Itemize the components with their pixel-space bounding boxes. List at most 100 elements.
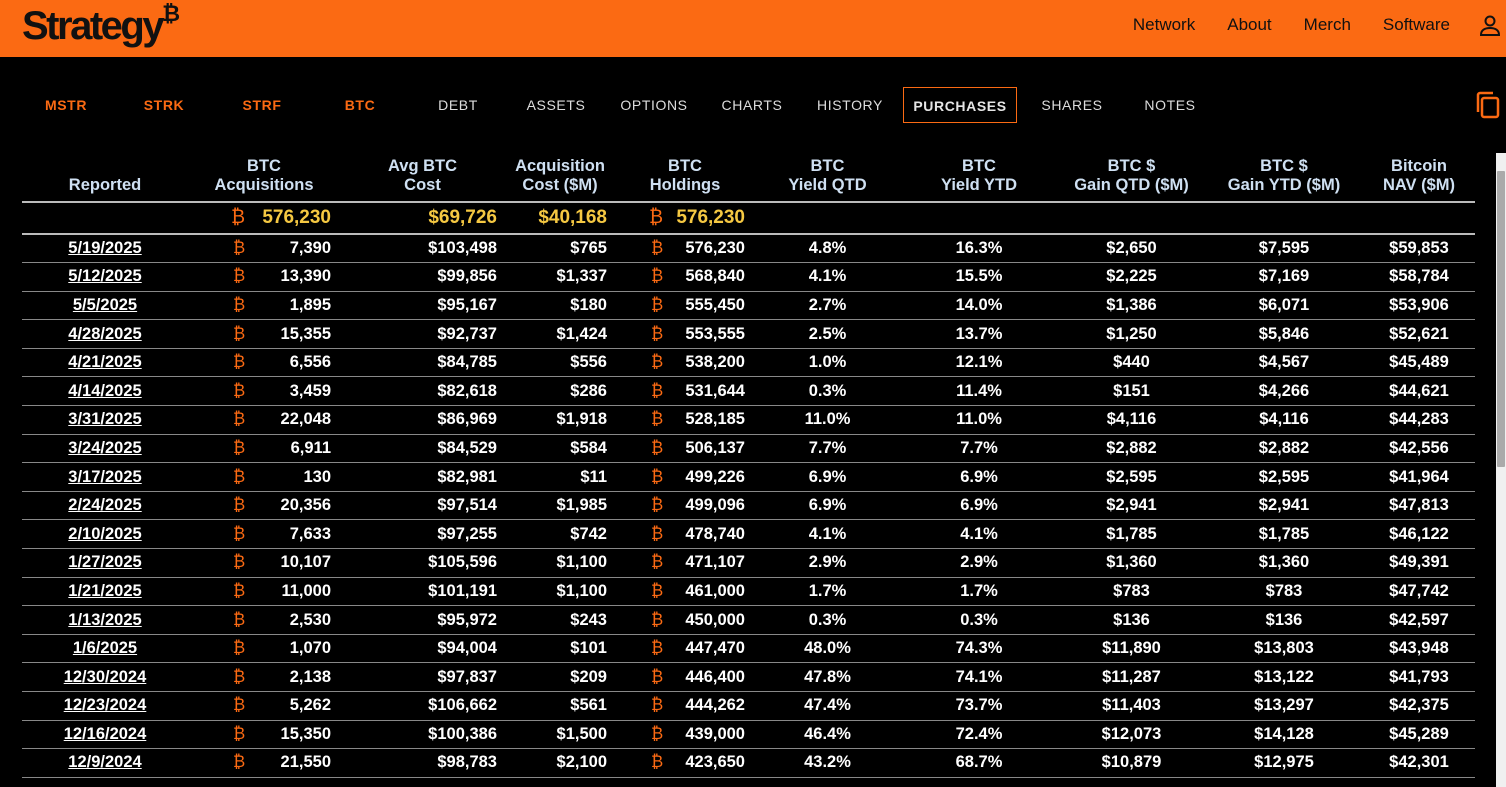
cell: 4.1% <box>755 519 900 550</box>
cell: $1,785 <box>1058 519 1205 550</box>
date-link[interactable]: 12/16/2024 <box>63 724 147 743</box>
cell: 1.0% <box>755 348 900 378</box>
nav: Network About Merch Software <box>1133 15 1450 35</box>
cell: $783 <box>1205 577 1363 607</box>
cell: 5/5/2025 <box>22 291 188 321</box>
cell: $1,785 <box>1205 519 1363 550</box>
cell: $7,169 <box>1205 262 1363 292</box>
btc-amount: ₿ 576,230 <box>615 239 755 258</box>
cell: ₿ 506,137 <box>615 434 755 464</box>
nav-link[interactable]: Merch <box>1303 15 1351 34</box>
scrollbar[interactable] <box>1496 153 1506 787</box>
header-line: Bitcoin <box>1391 157 1447 175</box>
btc-symbol: ₿ <box>651 553 664 572</box>
amount: 7,390 <box>289 239 331 258</box>
copy-icon[interactable] <box>1475 91 1501 119</box>
amount: 444,262 <box>685 696 745 715</box>
cell: 1.7% <box>755 577 900 607</box>
cell: $1,360 <box>1205 548 1363 578</box>
date-link[interactable]: 12/30/2024 <box>63 667 147 686</box>
data-row: 5/19/2025 ₿ 7,390 $103,498 $765 ₿ 576,230 4.8% 1… <box>22 234 1475 264</box>
scroll-thumb[interactable] <box>1497 171 1505 467</box>
amount: 130 <box>303 467 331 486</box>
tab[interactable]: STRF <box>242 97 282 113</box>
date-link[interactable]: 4/28/2025 <box>68 324 142 343</box>
tab[interactable]: CHARTS <box>721 97 783 113</box>
cell: $2,595 <box>1058 462 1205 492</box>
amount: 1,070 <box>289 639 331 658</box>
logo-text: Strategy <box>22 4 165 48</box>
tab[interactable]: OPTIONS <box>620 97 688 113</box>
cell: 73.7% <box>900 691 1058 721</box>
date-link[interactable]: 5/19/2025 <box>68 239 142 258</box>
header-line: Cost ($M) <box>522 176 598 194</box>
btc-amount: ₿ 439,000 <box>615 725 755 744</box>
cell: $2,882 <box>1058 434 1205 464</box>
cell: ₿ 499,226 <box>615 462 755 492</box>
btc-amount: ₿ 21,550 <box>188 753 340 772</box>
btc-amount: ₿ 576,230 <box>615 207 755 229</box>
cell: $44,621 <box>1363 376 1475 407</box>
cell: $561 <box>505 691 615 721</box>
cell: 0.3% <box>755 376 900 407</box>
cell: $4,116 <box>1205 405 1363 435</box>
column-header: Bitcoin NAV ($M) <box>1363 155 1475 203</box>
tab[interactable]: SHARES <box>1041 97 1103 113</box>
btc-symbol: ₿ <box>651 467 664 486</box>
tab[interactable]: NOTES <box>1144 97 1196 113</box>
date-link[interactable]: 1/27/2025 <box>68 553 142 572</box>
cell: 1/27/2025 <box>22 548 188 578</box>
cell: 6.9% <box>900 491 1058 521</box>
cell: $4,116 <box>1058 405 1205 435</box>
date-link[interactable]: 1/21/2025 <box>68 581 142 600</box>
amount: 576,230 <box>676 207 745 228</box>
btc-amount: ₿ 447,470 <box>615 639 755 658</box>
date-link[interactable]: 2/24/2025 <box>68 496 142 515</box>
amount: 11,000 <box>281 581 331 600</box>
cell: 4/28/2025 <box>22 319 188 349</box>
tab[interactable]: HISTORY <box>817 97 883 113</box>
tab[interactable]: ASSETS <box>526 97 586 113</box>
cell: $41,964 <box>1363 462 1475 492</box>
cell: ₿ 423,650 <box>615 748 755 778</box>
tab[interactable]: DEBT <box>438 97 478 113</box>
tab[interactable]: BTC <box>344 97 376 113</box>
cell: $7,595 <box>1205 234 1363 264</box>
date-link[interactable]: 12/23/2024 <box>63 696 147 715</box>
cell: $97,514 <box>340 491 505 521</box>
date-link[interactable]: 1/6/2025 <box>72 639 138 658</box>
cell: 5/12/2025 <box>22 262 188 292</box>
amount: 13,390 <box>280 267 331 286</box>
nav-link[interactable]: Software <box>1382 15 1450 34</box>
date-link[interactable]: 12/9/2024 <box>68 753 142 772</box>
cell: $2,100 <box>505 748 615 778</box>
date-link[interactable]: 5/5/2025 <box>72 295 138 314</box>
date-link[interactable]: 1/13/2025 <box>68 610 142 629</box>
date-link[interactable]: 3/31/2025 <box>68 410 142 429</box>
user-icon[interactable] <box>1478 14 1502 38</box>
date-link[interactable]: 3/24/2025 <box>68 438 142 457</box>
tab[interactable]: MSTR <box>44 97 88 113</box>
logo[interactable]: Strategy₿ <box>22 1 180 49</box>
date-link[interactable]: 4/21/2025 <box>68 353 142 372</box>
btc-symbol: ₿ <box>233 524 246 543</box>
amount: 2,530 <box>289 610 331 629</box>
amount: 5,262 <box>289 696 331 715</box>
cell: $82,618 <box>340 376 505 407</box>
date-link[interactable]: 3/17/2025 <box>68 467 142 486</box>
cell: 13.7% <box>900 319 1058 349</box>
nav-link[interactable]: About <box>1227 15 1272 34</box>
btc-amount: ₿ 506,137 <box>615 439 755 458</box>
tab[interactable]: STRK <box>143 97 185 113</box>
data-row: 3/17/2025 ₿ 130 $82,981 $11 ₿ 499,226 6.9% 6.9% $… <box>22 462 1475 492</box>
date-link[interactable]: 4/14/2025 <box>68 381 142 400</box>
data-row: 5/12/2025 ₿ 13,390 $99,856 $1,337 ₿ 568,840 4.1… <box>22 262 1475 292</box>
amount: 3,459 <box>289 381 331 400</box>
amount: 528,185 <box>685 410 745 429</box>
date-link[interactable]: 2/10/2025 <box>68 524 142 543</box>
tab[interactable]: PURCHASES <box>903 87 1017 123</box>
date-link[interactable]: 5/12/2025 <box>68 267 142 286</box>
cell: ₿ 439,000 <box>615 720 755 750</box>
nav-link[interactable]: Network <box>1132 15 1196 34</box>
cell: $84,785 <box>340 348 505 378</box>
